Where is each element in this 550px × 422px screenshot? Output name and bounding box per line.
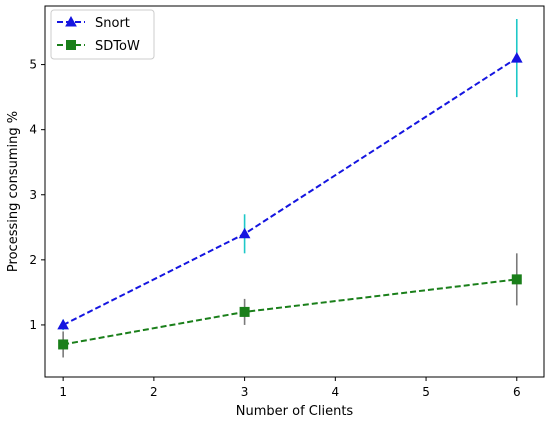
snort-point [510, 52, 523, 63]
x-axis-label: Number of Clients [236, 404, 354, 419]
sdtow-point [239, 306, 250, 317]
legend: Snort SDToW [50, 9, 155, 60]
y-tick-label: 3 [29, 188, 37, 202]
snort-point [238, 227, 251, 239]
legend-snort-marker [65, 15, 77, 27]
x-tick-label: 1 [59, 385, 67, 399]
y-axis-ticks: 1 2 3 4 5 [29, 58, 45, 332]
y-tick-label: 4 [29, 123, 37, 137]
x-axis-ticks: 1 2 3 4 5 6 [59, 377, 521, 399]
y-tick-label: 5 [29, 58, 37, 72]
y-tick-label: 1 [29, 318, 37, 332]
legend-sdtow-marker [66, 40, 76, 50]
x-tick-label: 3 [241, 385, 249, 399]
legend-sdtow-label: SDToW [95, 39, 140, 54]
y-tick-label: 2 [29, 253, 37, 267]
x-tick-label: 4 [332, 385, 340, 399]
snort-point [57, 318, 69, 330]
x-tick-label: 5 [422, 385, 430, 399]
x-tick-label: 6 [513, 385, 521, 399]
series-markers [57, 52, 523, 350]
legend-snort-label: Snort [95, 16, 130, 31]
plot-frame [44, 5, 545, 378]
sdtow-point [58, 339, 69, 350]
y-axis-label: Processing consuming % [6, 111, 21, 272]
sdtow-point [511, 274, 522, 285]
x-tick-label: 2 [150, 385, 158, 399]
